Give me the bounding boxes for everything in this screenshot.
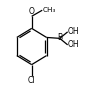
Text: CH₃: CH₃ <box>43 7 56 13</box>
Text: OH: OH <box>68 27 80 36</box>
Text: Cl: Cl <box>28 76 35 85</box>
Text: B: B <box>57 33 62 42</box>
Text: O: O <box>29 7 35 16</box>
Text: OH: OH <box>68 40 80 49</box>
